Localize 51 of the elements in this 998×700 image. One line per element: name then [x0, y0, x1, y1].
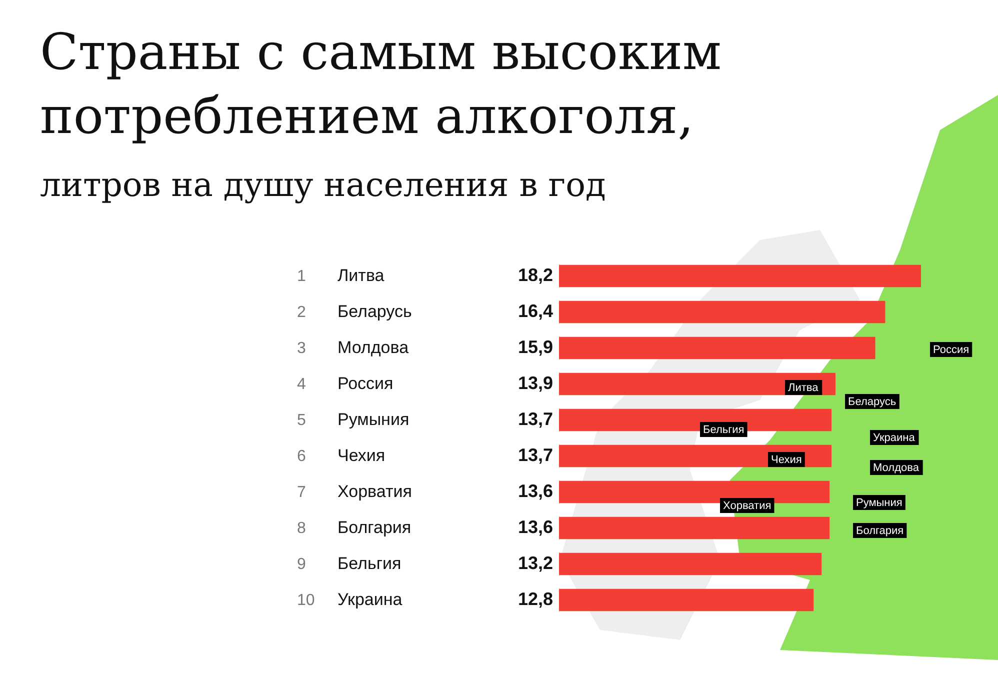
bar — [559, 408, 832, 432]
y-tick-label: Чехия — [338, 446, 386, 465]
annotation: Молдова — [873, 462, 920, 474]
text: 3 — [297, 340, 306, 357]
annotation: Болгария — [856, 525, 904, 537]
y-tick-label: Румыния — [338, 410, 410, 429]
text: 10 — [297, 592, 315, 609]
bar — [559, 372, 836, 396]
y-tick-label: Хорватия — [338, 482, 412, 501]
y-tick-label: Россия — [338, 374, 394, 393]
text: 4 — [297, 376, 306, 393]
bar — [559, 336, 876, 360]
text: 5 — [297, 412, 306, 429]
bar — [559, 444, 832, 468]
text: 6 — [297, 448, 306, 465]
annotation: Румыния — [856, 497, 902, 509]
text: Россия — [933, 344, 970, 356]
annotation: Хорватия — [723, 500, 772, 512]
annotation: Литва — [788, 382, 820, 394]
data-label: 15,9 — [518, 337, 553, 357]
y-tick-label: Молдова — [338, 338, 410, 357]
text: 1 — [297, 268, 306, 285]
data-label: 13,7 — [518, 409, 553, 429]
data-label: 16,4 — [518, 301, 553, 321]
bar — [559, 516, 830, 540]
data-label: 13,9 — [518, 373, 553, 393]
bar — [559, 264, 921, 288]
chart-title: Страны с самым высоким потреблением алкоголя, — [40, 22, 722, 147]
annotation: Украина — [873, 432, 916, 444]
y-tick-label: Беларусь — [338, 302, 412, 321]
data-label: 18,2 — [518, 265, 553, 285]
text: 7 — [297, 484, 306, 501]
y-tick-label: Болгария — [338, 518, 412, 537]
bar — [559, 588, 814, 612]
data-label: 13,6 — [518, 481, 553, 501]
annotation: Чехия — [771, 454, 802, 466]
text: 8 — [297, 520, 306, 537]
text: 9 — [297, 556, 306, 573]
bar — [559, 300, 886, 324]
text: 2 — [297, 304, 306, 321]
y-tick-label: Украина — [338, 590, 403, 609]
data-label: 13,7 — [518, 445, 553, 465]
data-label: 12,8 — [518, 589, 553, 609]
bar — [559, 552, 822, 576]
data-label: 13,6 — [518, 517, 553, 537]
annotation: Беларусь — [848, 396, 896, 408]
y-tick-label: Бельгия — [338, 554, 402, 573]
chart-subtitle: литров на душу населения в год — [40, 165, 606, 204]
annotation: Бельгия — [703, 424, 744, 436]
y-tick-label: Литва — [338, 266, 385, 285]
data-label: 13,2 — [518, 553, 553, 573]
